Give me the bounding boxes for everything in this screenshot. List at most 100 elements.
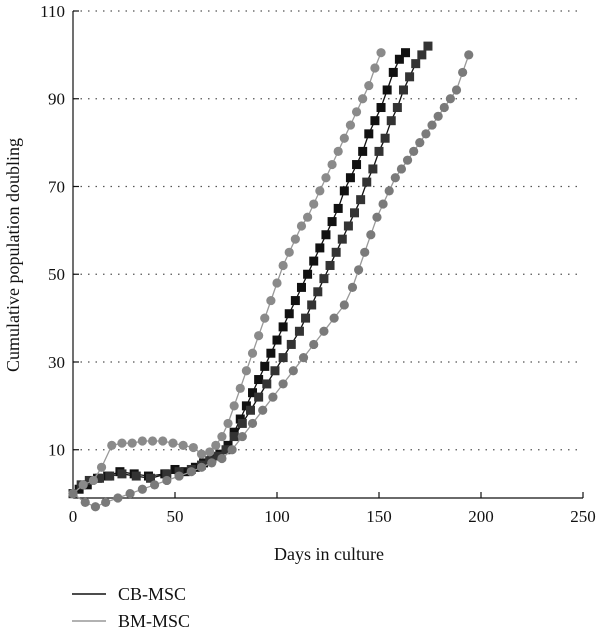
data-point-2-4 (107, 440, 117, 450)
data-point-2-2 (88, 475, 98, 486)
data-point-3-21 (298, 353, 309, 363)
data-point-3-42 (445, 94, 455, 104)
data-point-3-45 (464, 50, 474, 60)
data-point-2-16 (217, 431, 227, 442)
data-point-3-25 (339, 300, 349, 310)
data-point-1-36 (374, 146, 384, 156)
data-point-0-21 (260, 361, 270, 371)
data-point-2-14 (205, 447, 215, 457)
data-point-1-27 (319, 274, 329, 284)
x-tick-label-150: 150 (366, 507, 392, 526)
data-point-3-13 (217, 453, 227, 464)
data-point-2-38 (351, 107, 362, 117)
axes (72, 11, 583, 499)
data-point-2-22 (254, 331, 264, 341)
data-point-1-6 (131, 471, 141, 481)
data-point-3-0 (68, 489, 78, 499)
data-point-2-11 (178, 440, 188, 450)
data-point-0-33 (333, 203, 343, 213)
data-point-1-26 (313, 287, 323, 297)
legend-label-cb-msc: CB-MSC (118, 584, 186, 604)
data-point-2-8 (147, 436, 158, 446)
data-point-0-43 (394, 54, 404, 64)
data-point-3-16 (247, 418, 258, 429)
data-point-3-2 (90, 502, 101, 512)
data-point-2-39 (358, 94, 368, 104)
data-point-3-38 (421, 129, 431, 139)
data-point-2-19 (235, 383, 245, 393)
data-point-2-29 (296, 221, 307, 231)
data-point-2-33 (321, 173, 331, 183)
data-point-0-30 (315, 243, 325, 253)
data-point-1-37 (380, 133, 390, 143)
data-point-1-16 (237, 418, 247, 428)
data-point-0-38 (364, 129, 374, 139)
data-point-2-34 (327, 159, 337, 170)
data-point-0-44 (401, 48, 411, 58)
data-point-3-24 (329, 313, 339, 323)
data-point-3-20 (288, 366, 298, 376)
data-point-2-30 (303, 212, 313, 222)
data-point-2-36 (339, 133, 349, 143)
data-point-3-22 (309, 339, 319, 350)
data-point-2-1 (78, 480, 88, 490)
data-point-2-20 (241, 366, 251, 376)
data-point-3-30 (372, 212, 382, 222)
data-point-1-17 (245, 405, 255, 415)
data-point-1-19 (262, 379, 272, 389)
series-line-3 (72, 54, 470, 508)
x-axis-title: Days in culture (274, 544, 384, 564)
data-point-3-32 (384, 186, 394, 196)
data-point-2-9 (158, 436, 168, 446)
y-tick-label-50: 50 (48, 265, 65, 284)
data-point-2-31 (309, 199, 319, 209)
data-point-3-28 (360, 247, 370, 257)
series-layer (68, 41, 474, 512)
data-point-1-8 (162, 469, 172, 479)
data-point-2-10 (168, 438, 178, 448)
data-point-0-10 (180, 467, 190, 477)
data-point-1-35 (368, 164, 378, 174)
x-tick-label-0: 0 (69, 507, 78, 526)
data-point-0-31 (321, 230, 331, 240)
data-point-3-1 (80, 497, 90, 507)
series-3-bm-msc (68, 50, 474, 512)
x-tick-label-100: 100 (264, 507, 290, 526)
data-point-1-30 (337, 234, 347, 244)
data-point-3-14 (227, 445, 237, 455)
data-point-3-37 (415, 138, 425, 148)
data-point-1-23 (294, 326, 304, 336)
data-point-2-37 (345, 120, 356, 130)
data-point-2-25 (272, 278, 282, 288)
data-point-3-43 (451, 85, 462, 95)
data-point-3-29 (366, 230, 376, 240)
data-point-0-22 (266, 348, 276, 358)
data-point-0-39 (370, 116, 380, 126)
legend: CB-MSC BM-MSC (72, 584, 190, 631)
data-point-0-23 (272, 335, 282, 345)
data-point-0-40 (376, 103, 386, 113)
data-point-0-42 (388, 67, 398, 77)
y-tick-label-110: 110 (40, 2, 65, 21)
data-point-3-39 (427, 120, 437, 130)
data-point-0-25 (284, 309, 294, 319)
data-point-0-26 (290, 296, 300, 306)
data-point-3-41 (439, 102, 449, 113)
data-point-1-5 (117, 469, 127, 479)
data-point-0-19 (248, 388, 258, 398)
data-point-2-15 (211, 440, 221, 450)
series-2-bm-msc (68, 48, 386, 499)
series-1-cb-msc (68, 41, 433, 499)
data-point-1-14 (221, 445, 231, 455)
data-point-1-33 (356, 195, 366, 205)
y-tick-label-10: 10 (48, 441, 65, 460)
y-tick-label-30: 30 (48, 353, 65, 372)
data-point-0-32 (327, 217, 337, 227)
data-point-0-27 (296, 282, 306, 292)
data-point-2-5 (117, 438, 127, 448)
y-tick-label-90: 90 (48, 90, 65, 109)
data-point-3-26 (347, 282, 358, 293)
data-point-1-29 (331, 247, 341, 257)
y-tick-label-70: 70 (48, 177, 65, 196)
data-point-3-17 (258, 405, 268, 415)
